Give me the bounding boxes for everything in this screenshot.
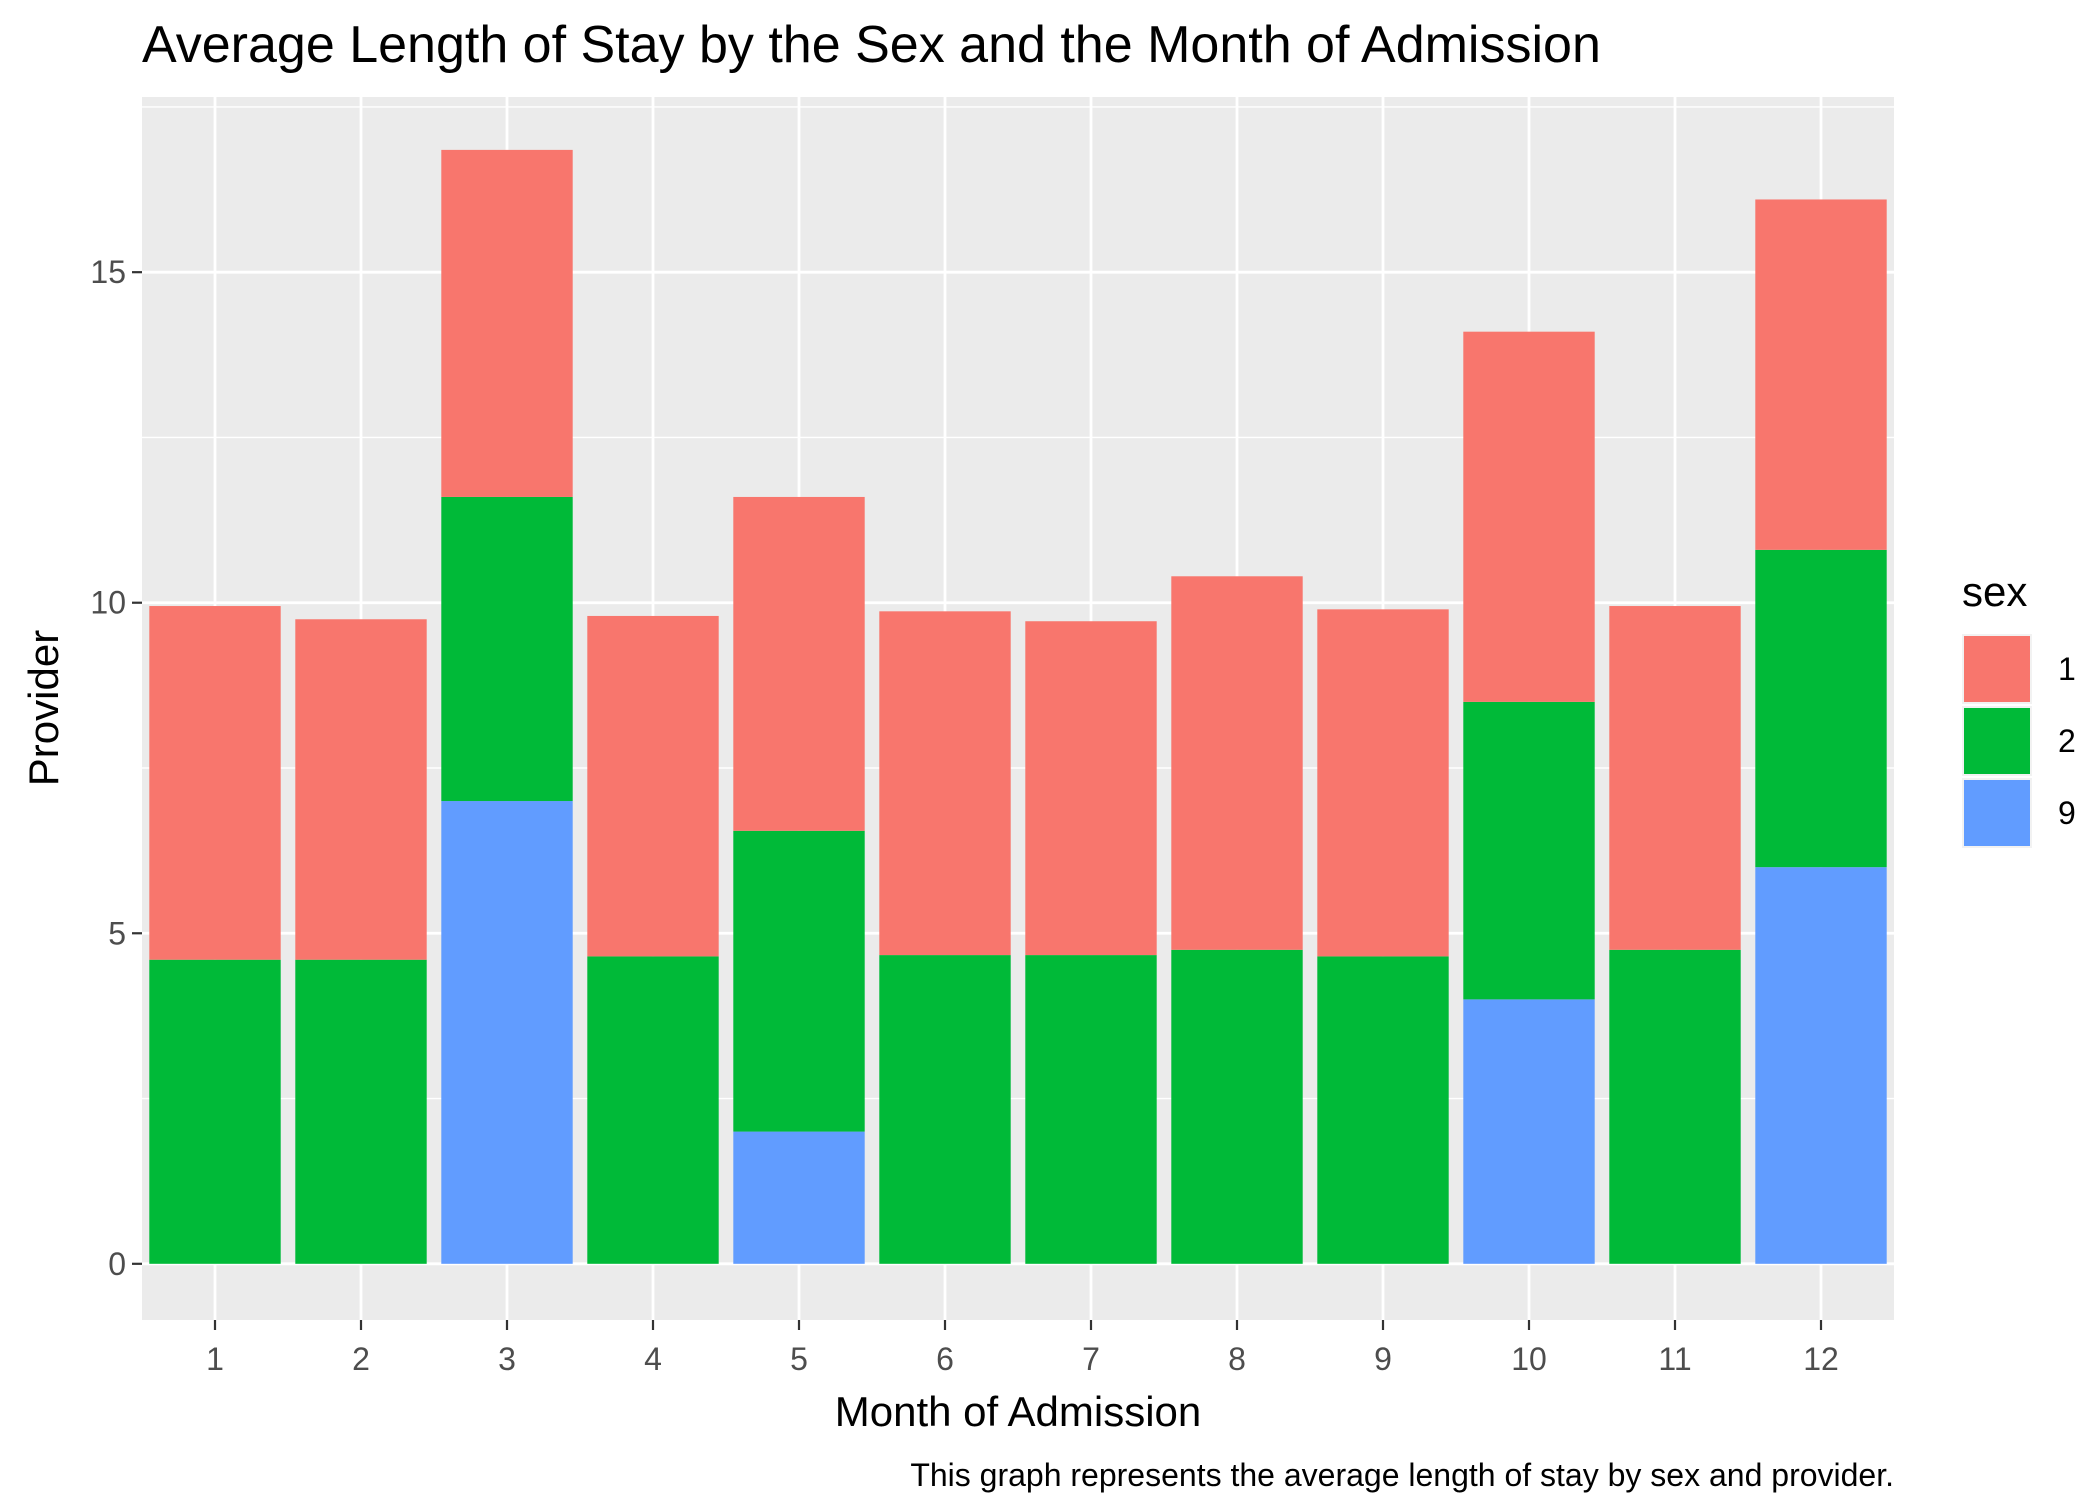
x-tick-label: 12 xyxy=(1803,1341,1839,1377)
y-tick-label: 10 xyxy=(90,585,126,621)
y-tick-label: 0 xyxy=(108,1246,126,1282)
bar-month-11-sex-2 xyxy=(1609,949,1741,1264)
legend-label: 9 xyxy=(2058,795,2076,831)
bar-month-6-sex-1 xyxy=(879,611,1011,956)
legend-label: 2 xyxy=(2058,723,2076,759)
minor-gridlines xyxy=(142,106,1894,1100)
x-axis: 1 2 3 4 5 6 7 8 9 10 11 12 xyxy=(206,1320,1839,1377)
legend-key-swatch xyxy=(1964,636,2030,702)
x-tick-label: 1 xyxy=(206,1341,224,1377)
x-tick-label: 2 xyxy=(352,1341,370,1377)
x-tick-label: 10 xyxy=(1511,1341,1547,1377)
bar-month-5-sex-2 xyxy=(733,830,865,1132)
y-tick-label: 15 xyxy=(90,254,126,290)
x-tick-label: 4 xyxy=(644,1341,662,1377)
bar-month-12-sex-9 xyxy=(1755,867,1887,1264)
bar-month-10-sex-9 xyxy=(1463,999,1595,1264)
bar-month-7-sex-1 xyxy=(1025,621,1157,956)
bar-month-11-sex-1 xyxy=(1609,606,1741,950)
bars xyxy=(149,149,1887,1264)
y-axis-title: Provider xyxy=(20,630,67,786)
bar-month-1-sex-1 xyxy=(149,606,281,960)
bar-month-9-sex-2 xyxy=(1317,956,1449,1264)
x-axis-title: Month of Admission xyxy=(835,1388,1202,1435)
legend: sex 1 2 9 xyxy=(1962,568,2076,848)
bar-month-4-sex-1 xyxy=(587,615,719,957)
bar-month-3-sex-1 xyxy=(441,149,573,497)
x-tick-label: 3 xyxy=(498,1341,516,1377)
bar-month-10-sex-2 xyxy=(1463,701,1595,1000)
x-tick-label: 9 xyxy=(1374,1341,1392,1377)
x-tick-label: 8 xyxy=(1228,1341,1246,1377)
bar-month-9-sex-1 xyxy=(1317,609,1449,957)
y-tick-label: 5 xyxy=(108,915,126,951)
bar-month-10-sex-1 xyxy=(1463,331,1595,702)
bar-month-2-sex-1 xyxy=(295,619,427,960)
bar-month-1-sex-2 xyxy=(149,959,281,1264)
bar-month-6-sex-2 xyxy=(879,955,1011,1264)
bar-month-4-sex-2 xyxy=(587,956,719,1264)
legend-key-swatch xyxy=(1964,708,2030,774)
bar-month-3-sex-9 xyxy=(441,801,573,1264)
x-tick-label: 5 xyxy=(790,1341,808,1377)
bar-month-3-sex-2 xyxy=(441,496,573,802)
x-tick-label: 7 xyxy=(1082,1341,1100,1377)
chart-title: Average Length of Stay by the Sex and th… xyxy=(142,16,1601,74)
bar-month-5-sex-1 xyxy=(733,496,865,831)
bar-month-2-sex-2 xyxy=(295,959,427,1264)
chart-caption: This graph represents the average length… xyxy=(910,1457,1894,1493)
y-axis: 0 5 10 15 xyxy=(90,254,142,1282)
bar-month-5-sex-9 xyxy=(733,1131,865,1264)
bar-month-8-sex-1 xyxy=(1171,576,1303,950)
bar-month-12-sex-1 xyxy=(1755,199,1887,550)
legend-label: 1 xyxy=(2058,651,2076,687)
legend-title: sex xyxy=(1962,568,2027,615)
bar-month-7-sex-2 xyxy=(1025,955,1157,1264)
bar-month-12-sex-2 xyxy=(1755,549,1887,868)
x-tick-label: 6 xyxy=(936,1341,954,1377)
bar-month-8-sex-2 xyxy=(1171,949,1303,1264)
plot-panel xyxy=(142,97,1894,1320)
legend-key-swatch xyxy=(1964,780,2030,846)
x-tick-label: 11 xyxy=(1658,1341,1691,1377)
